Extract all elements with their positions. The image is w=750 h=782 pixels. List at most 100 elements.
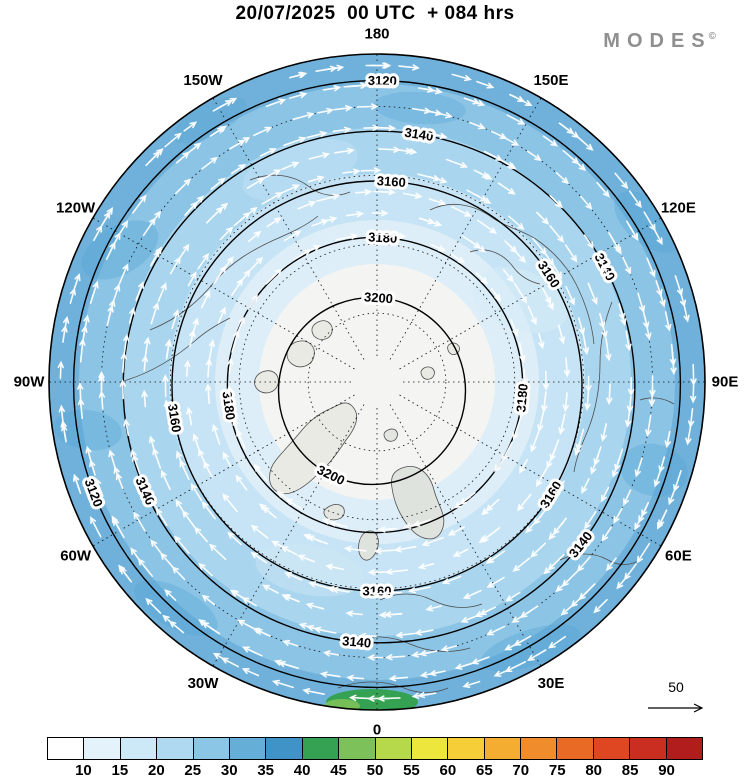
- wind-arrow: [376, 124, 397, 132]
- wind-arrow: [605, 337, 612, 362]
- meridian-line: [92, 394, 355, 547]
- wind-arrow: [118, 220, 129, 236]
- colorbar-tick-label: 15: [111, 762, 129, 779]
- wind-arrow: [335, 233, 359, 241]
- wind-arrow: [165, 339, 172, 360]
- wind-arrow: [187, 195, 204, 212]
- longitude-label: 150W: [183, 72, 223, 89]
- wind-arrow: [358, 632, 377, 640]
- wind-arrow: [192, 433, 200, 451]
- wind-arrow: [598, 256, 610, 279]
- colorbar-cell: [411, 738, 449, 759]
- wind-arrow: [57, 360, 64, 380]
- wind-arrow: [634, 511, 645, 531]
- wind-arrow: [83, 314, 90, 336]
- wind-arrow: [163, 399, 170, 418]
- meridian-line: [389, 97, 542, 360]
- wind-arrow: [250, 524, 269, 539]
- longitude-label: 60E: [665, 548, 692, 565]
- wind-arrow: [306, 130, 328, 139]
- longitude-label: 90E: [712, 374, 739, 391]
- wind-arrow: [348, 694, 373, 702]
- wind-arrow: [164, 132, 182, 148]
- wind-arrow: [281, 161, 300, 170]
- wind-arrow: [419, 671, 440, 678]
- wind-arrow: [502, 269, 514, 283]
- coastline: [383, 428, 398, 442]
- wind-arrow: [590, 454, 600, 475]
- wind-arrow: [498, 134, 520, 146]
- wind-arrow: [61, 324, 68, 343]
- longitude-label: 180: [364, 26, 389, 43]
- wind-arrow: [542, 370, 550, 391]
- coastline: [391, 466, 445, 540]
- wind-arrow: [183, 121, 198, 132]
- wind-arrow: [283, 230, 302, 242]
- wind-arrow: [420, 217, 443, 227]
- wind-arrow: [212, 423, 221, 445]
- meridian-line: [389, 404, 542, 667]
- wind-arrow: [253, 464, 268, 482]
- shading-patch: [471, 267, 569, 333]
- coastline: [349, 636, 471, 652]
- wind-arrow: [150, 249, 160, 267]
- wind-arrow: [561, 569, 580, 587]
- contour-line: [277, 296, 467, 486]
- colorbar-tick-label: 80: [585, 762, 602, 779]
- coastline: [639, 397, 675, 405]
- wind-arrow: [132, 453, 141, 475]
- wind-arrow: [584, 510, 597, 530]
- wind-arrow: [259, 503, 274, 516]
- wind-arrow: [628, 190, 642, 209]
- wind-arrow: [187, 271, 197, 287]
- longitude-label: 90W: [14, 374, 46, 391]
- wind-arrow: [101, 207, 114, 226]
- wind-arrow: [538, 332, 545, 350]
- shading-patch: [81, 220, 159, 280]
- wind-arrow: [417, 691, 437, 699]
- wind-arrow: [599, 313, 606, 330]
- wind-arrow: [605, 557, 617, 572]
- colorbar-tick-label: 25: [184, 762, 202, 779]
- wind-arrow: [552, 263, 563, 280]
- wind-arrow: [429, 243, 446, 252]
- wind-arrow: [133, 511, 146, 532]
- wind-arrow: [277, 660, 299, 670]
- colorbar-cell: [484, 738, 522, 759]
- shading-patch: [54, 409, 122, 451]
- wind-arrow: [321, 518, 340, 526]
- wind-arrow: [333, 147, 355, 155]
- colorbar-tick-label: 30: [220, 762, 238, 779]
- wind-arrow: [77, 382, 84, 407]
- wind-arrow: [343, 545, 367, 553]
- wind-arrow: [316, 193, 341, 202]
- wind-arrow: [527, 305, 537, 326]
- wind-arrow: [558, 122, 575, 135]
- wind-arrow: [265, 98, 287, 108]
- wind-arrow: [187, 142, 202, 154]
- wind-arrow: [582, 332, 590, 356]
- wind-arrow: [370, 590, 390, 597]
- wind-arrow: [447, 526, 465, 536]
- wind-arrow: [149, 210, 162, 226]
- colorbar-tick-label: 35: [257, 762, 274, 779]
- shading-patch: [614, 191, 682, 253]
- wind-arrow: [581, 478, 590, 495]
- wind-arrow: [486, 625, 506, 636]
- colorbar-cell: [302, 738, 340, 759]
- wind-arrow: [247, 294, 258, 310]
- wind-arrow: [580, 195, 593, 210]
- wind-arrow: [119, 379, 126, 400]
- wind-arrow: [123, 418, 130, 436]
- wind-arrow: [513, 282, 528, 304]
- coastline: [254, 370, 279, 394]
- wind-arrow: [150, 498, 164, 520]
- colorbar-cell: [448, 738, 485, 759]
- colorbar-tick-label: 70: [512, 762, 530, 779]
- wind-arrow: [418, 86, 435, 93]
- wind-arrow: [668, 483, 678, 506]
- wind-arrow: [601, 526, 612, 542]
- wind-arrow: [111, 283, 121, 307]
- colorbar-tick-label: 10: [75, 762, 92, 779]
- wind-arrow: [175, 178, 191, 195]
